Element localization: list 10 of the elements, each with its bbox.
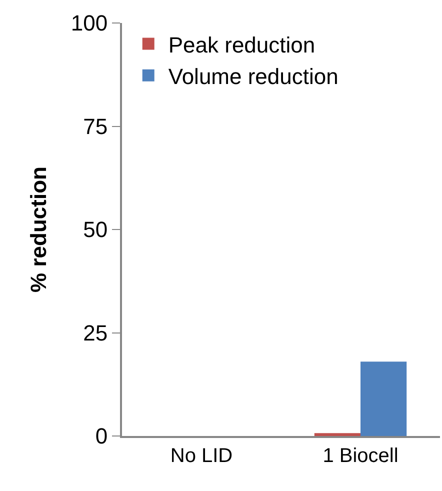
y-tick-label: 25 — [83, 320, 108, 346]
legend-label: Volume reduction — [168, 64, 338, 89]
y-tick-label: 100 — [70, 10, 108, 36]
legend-label: Peak reduction — [168, 32, 316, 58]
x-tick-label: 1 Biocell — [322, 445, 398, 467]
y-tick-label: 50 — [83, 217, 108, 242]
y-tick-label: 0 — [95, 424, 108, 449]
y-tick-label: 75 — [83, 114, 108, 139]
y-axis-title: % reduction — [26, 166, 52, 292]
x-tick-label: No LID — [170, 445, 233, 467]
